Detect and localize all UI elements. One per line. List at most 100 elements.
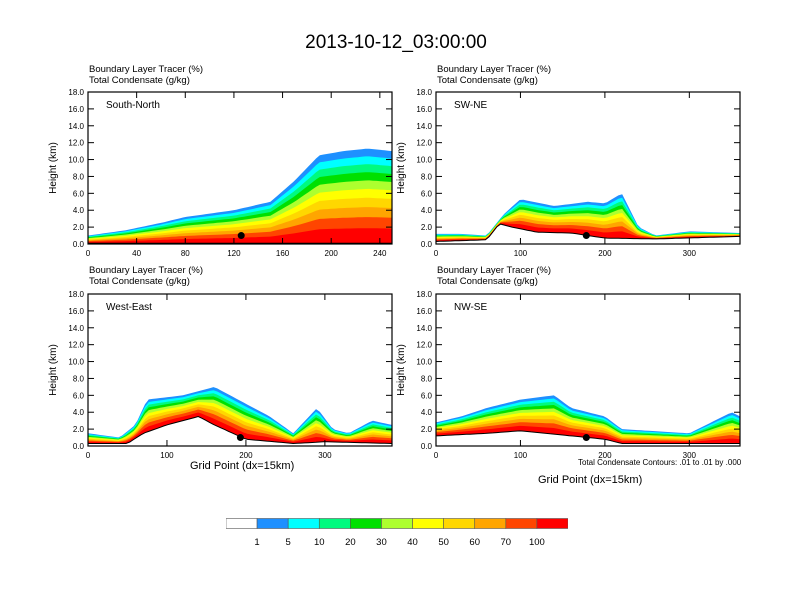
tracer-band [436,223,740,242]
colorbar-label: 40 [407,537,418,548]
x-tick-label: 300 [683,249,697,258]
y-tick-label: 4.0 [73,408,85,417]
colorbar-label: 10 [313,537,325,548]
colorbar-label: 100 [528,537,545,548]
colorbar-swatch [474,518,507,529]
colorbar-swatch [318,518,351,529]
y-axis-label: Height (km) [396,344,407,396]
colorbar-label: 30 [376,537,387,548]
y-tick-label: 14.0 [68,324,84,333]
plot-frame [435,91,741,245]
tracer-band [88,409,392,444]
y-tick-label: 12.0 [416,341,432,350]
x-axis-label-we: Grid Point (dx=15km) [190,460,295,472]
y-axis-label: Height (km) [48,344,59,396]
panel-subtitle-sn: Boundary Layer Tracer (%) Total Condensat… [89,64,203,86]
subtitle-line1: Boundary Layer Tracer (%) [437,265,552,276]
location-marker [236,434,244,442]
y-tick-label: 14.0 [416,122,432,131]
colorbar-swatch [381,518,413,529]
y-tick-label: 6.0 [421,189,433,198]
plot-frame [87,293,393,447]
panel-nw-se: 0.0 2.0 4.0 6.0 8.0 10.0 12.0 14.0 16.0 18.0 0 100 2… [396,290,741,460]
panel-subtitle-swne: Boundary Layer Tracer (%) Total Condensat… [437,64,551,86]
x-tick-label: 300 [318,451,332,460]
colorbar-label: 20 [345,537,356,548]
y-tick-label: 2.0 [73,425,85,434]
panel-south-north: 0.0 2.0 4.0 6.0 8.0 10.0 12.0 14.0 16.0 18.0 0 40 80… [48,88,393,258]
y-tick-label: 14.0 [416,324,432,333]
y-tick-label: 2.0 [421,425,433,434]
plot-frame [435,293,741,447]
y-tick-label: 12.0 [68,139,84,148]
figure-title: 2013-10-12_03:00:00 [305,32,487,53]
colorbar-swatch [350,518,382,529]
colorbar-label: 1 [254,537,260,548]
x-tick-label: 40 [132,249,141,258]
y-axis-label: Height (km) [48,142,59,194]
y-tick-label: 16.0 [68,307,84,316]
panel-subtitle-nwse: Boundary Layer Tracer (%) Total Condensat… [437,265,551,287]
location-marker [582,232,590,240]
colorbar-swatch [287,518,320,529]
location-marker [237,232,245,240]
y-tick-label: 18.0 [68,88,84,97]
colorbar-swatch [226,518,258,529]
y-tick-label: 18.0 [68,290,84,299]
y-tick-label: 12.0 [68,341,84,350]
y-tick-label: 6.0 [73,189,85,198]
y-tick-label: 4.0 [421,206,433,215]
subtitle-line2: Total Condensate (g/kg) [89,276,190,287]
y-tick-label: 8.0 [421,374,433,383]
x-axis-label-nwse: Grid Point (dx=15km) [538,474,643,486]
x-tick-label: 200 [598,249,612,258]
y-tick-label: 2.0 [73,223,85,232]
x-tick-label: 100 [514,451,528,460]
y-tick-label: 12.0 [416,139,432,148]
x-tick-label: 200 [239,451,253,460]
x-tick-label: 200 [325,249,339,258]
y-tick-label: 0.0 [73,442,85,451]
panel-west-east: 0.0 2.0 4.0 6.0 8.0 10.0 12.0 14.0 16.0 18.0 0 100 2… [48,290,393,460]
x-tick-label: 120 [227,249,241,258]
colorbar-label: 60 [469,537,481,548]
y-tick-label: 10.0 [416,358,432,367]
y-tick-label: 16.0 [416,307,432,316]
y-tick-label: 16.0 [68,105,84,114]
y-tick-label: 4.0 [73,206,85,215]
y-tick-label: 8.0 [73,374,85,383]
panel-sw-ne: 0.0 2.0 4.0 6.0 8.0 10.0 12.0 14.0 16.0 18.0 0 100 2… [396,88,741,258]
x-tick-label: 200 [598,451,612,460]
panel-subtitle-we: Boundary Layer Tracer (%) Total Condensat… [89,265,203,287]
y-tick-label: 6.0 [421,391,433,400]
subtitle-line1: Boundary Layer Tracer (%) [89,64,204,75]
y-tick-label: 6.0 [73,391,85,400]
panel-name: NW-SE [454,302,487,313]
y-tick-label: 10.0 [68,358,84,367]
x-tick-label: 100 [514,249,528,258]
location-marker [582,434,590,442]
y-tick-label: 0.0 [421,240,433,249]
y-tick-label: 16.0 [416,105,432,114]
subtitle-line1: Boundary Layer Tracer (%) [89,265,204,276]
subtitle-line2: Total Condensate (g/kg) [89,75,190,86]
x-tick-label: 0 [434,451,439,460]
tracer-band [88,412,392,444]
y-tick-label: 8.0 [421,172,433,181]
tracer-band [88,228,392,244]
plot-frame [87,91,393,245]
y-tick-label: 8.0 [73,172,85,181]
y-tick-label: 18.0 [416,290,432,299]
x-tick-label: 0 [86,451,91,460]
colorbar-swatch [536,518,568,529]
subtitle-line2: Total Condensate (g/kg) [437,75,538,86]
colorbar-label: 50 [438,537,449,548]
colorbar-label: 70 [500,537,512,548]
x-tick-label: 240 [373,249,387,258]
x-tick-label: 80 [181,249,190,258]
y-tick-label: 14.0 [68,122,84,131]
subtitle-line2: Total Condensate (g/kg) [437,276,538,287]
y-axis-label: Height (km) [396,142,407,194]
y-tick-label: 0.0 [73,240,85,249]
